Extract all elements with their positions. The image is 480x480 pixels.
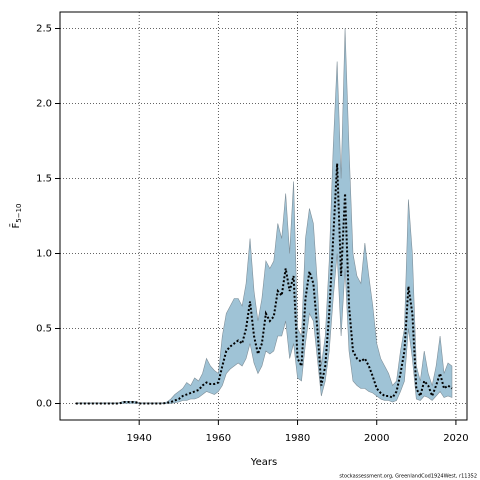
y-label-subscript: 5−10 xyxy=(15,204,23,223)
x-tick-label: 1940 xyxy=(126,433,151,444)
footnote: stockassessment.org, GreenlandCod1924Wes… xyxy=(339,474,477,480)
y-tick-label: 2.0 xyxy=(36,99,52,110)
y-tick-label: 1.5 xyxy=(36,174,52,185)
x-tick-label: 2000 xyxy=(364,433,389,444)
y-tick-label: 2.5 xyxy=(36,24,52,35)
y-label-main: F̄ xyxy=(9,223,22,229)
y-axis-label-group: F̄5−10 xyxy=(9,204,23,229)
y-tick-label: 0.0 xyxy=(36,399,52,410)
estimate-line xyxy=(75,163,453,405)
x-tick-label: 2020 xyxy=(443,433,468,444)
y-axis-label: F̄5−10 xyxy=(9,204,23,229)
plot-frame xyxy=(59,11,468,421)
x-tick-label: 1960 xyxy=(206,433,231,444)
confidence-band xyxy=(75,28,453,404)
y-tick-label: 0.5 xyxy=(36,324,52,335)
x-axis-label: Years xyxy=(250,457,277,468)
x-tick-label: 1980 xyxy=(285,433,310,444)
y-tick-label: 1.0 xyxy=(36,249,52,260)
